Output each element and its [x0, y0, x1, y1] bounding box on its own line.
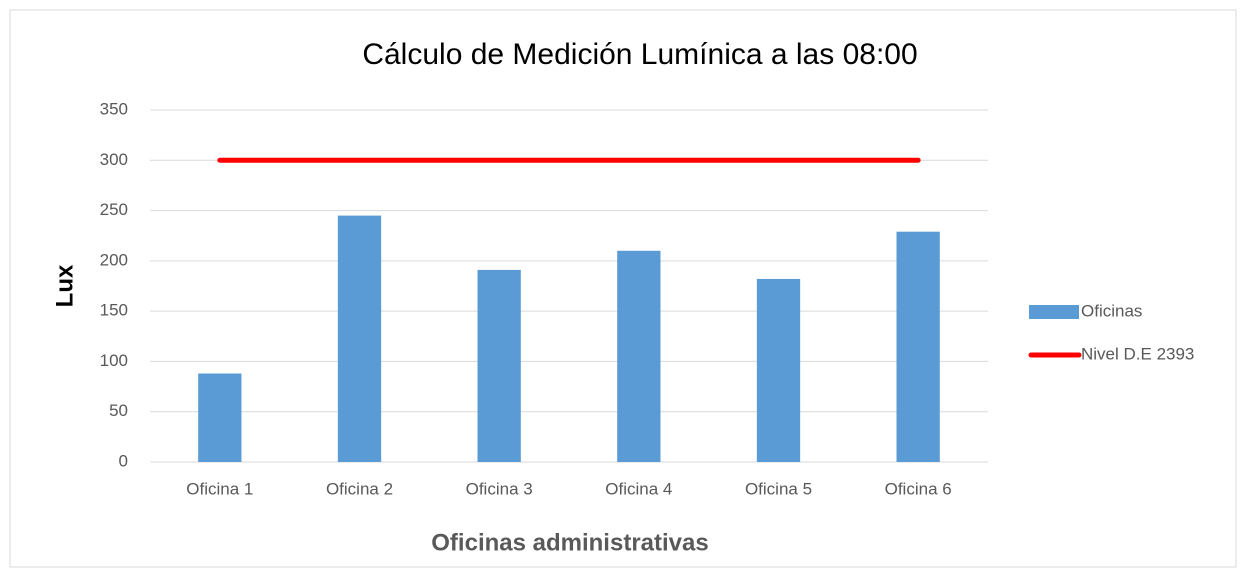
y-axis-label: Lux	[51, 264, 78, 307]
chart-title: Cálculo de Medición Lumínica a las 08:00	[362, 38, 917, 71]
y-tick-label: 0	[119, 451, 128, 470]
bar	[617, 250, 661, 462]
x-tick-label: Oficina 3	[466, 479, 533, 498]
bar	[477, 269, 521, 462]
y-tick-label: 350	[100, 99, 128, 118]
bar	[198, 373, 242, 462]
y-tick-label: 150	[100, 301, 128, 320]
bar	[337, 215, 382, 462]
bar	[896, 231, 940, 462]
bar	[756, 278, 801, 462]
x-tick-label: Oficina 5	[745, 479, 812, 498]
y-tick-label: 50	[109, 401, 128, 420]
x-axis-label: Oficinas administrativas	[431, 529, 708, 556]
legend-label: Nivel D.E 2393	[1081, 344, 1194, 363]
x-tick-label: Oficina 2	[326, 479, 393, 498]
legend-label: Oficinas	[1081, 301, 1142, 320]
x-tick-label: Oficina 1	[186, 479, 253, 498]
legend-swatch	[1029, 305, 1079, 319]
y-tick-label: 100	[100, 351, 128, 370]
y-tick-label: 250	[100, 200, 128, 219]
x-tick-label: Oficina 4	[605, 479, 672, 498]
y-tick-label: 200	[100, 250, 128, 269]
x-tick-label: Oficina 6	[885, 479, 952, 498]
y-tick-label: 300	[100, 150, 128, 169]
